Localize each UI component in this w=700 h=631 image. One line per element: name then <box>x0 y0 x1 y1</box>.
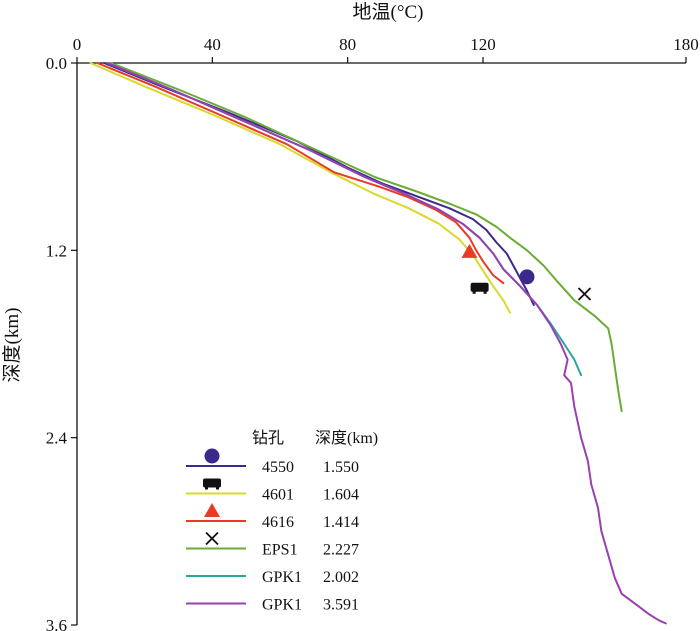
markers-layer <box>461 243 592 301</box>
legend-label: GPK1 <box>262 597 302 614</box>
legend-depth: 2.227 <box>323 542 359 559</box>
marker-4601-wheel-right <box>483 290 487 294</box>
legend-row: GPK1 3.591 <box>186 597 359 614</box>
x-axis: 0 40 80 120 180 <box>73 35 699 64</box>
marker-4601-wheel-left <box>472 290 476 294</box>
y-tick-label: 1.2 <box>46 241 67 260</box>
x-tick-label: 0 <box>73 35 82 54</box>
legend-row: EPS1 2.227 <box>186 531 359 559</box>
marker-4616 <box>461 243 478 258</box>
marker-4550 <box>519 269 535 285</box>
x-tick-label: 40 <box>204 35 221 54</box>
legend-marker <box>205 531 219 546</box>
y-tick-label: 3.6 <box>46 616 67 631</box>
legend-depth: 1.550 <box>323 459 359 476</box>
legend-label: 4550 <box>262 459 294 476</box>
legend-depth: 1.604 <box>323 487 359 504</box>
x-tick-label: 120 <box>470 35 496 54</box>
legend-label: 4616 <box>262 514 294 531</box>
legend-row: GPK1 2.002 <box>186 569 359 586</box>
legend-label: EPS1 <box>262 542 298 559</box>
y-tick-label: 0.0 <box>46 54 67 73</box>
legend-marker-wheel-right <box>216 486 219 490</box>
legend-marker <box>204 503 220 517</box>
series-line-eps1 <box>109 62 623 413</box>
series-line-gpk1 <box>106 62 583 377</box>
legend-marker-stroke-b <box>205 531 219 546</box>
legend-depth: 3.591 <box>323 597 359 614</box>
legend-header-borehole: 钻孔 <box>252 429 284 447</box>
marker-4601 <box>470 282 489 294</box>
legend-row: 4601 1.604 <box>186 478 359 504</box>
legend-marker <box>204 448 220 464</box>
series-line-4601 <box>89 62 512 314</box>
x-tick-label: 180 <box>673 35 699 54</box>
legend-label: GPK1 <box>262 569 302 586</box>
legend-row: 4616 1.414 <box>186 503 359 531</box>
x-axis-title: 地温(°C) <box>353 1 424 23</box>
x-tick-label: 80 <box>339 35 356 54</box>
legend-depth: 2.002 <box>323 569 359 586</box>
series-line-4550 <box>103 62 535 306</box>
legend-marker-wheel-left <box>205 486 208 490</box>
legend-marker-body <box>203 478 221 488</box>
marker-4601-body <box>470 282 489 292</box>
series-layer <box>89 62 667 625</box>
series-line-gpk1 <box>106 62 667 625</box>
legend-row: 4550 1.550 <box>186 448 359 476</box>
legend-label: 4601 <box>262 487 294 504</box>
legend-marker <box>203 478 221 490</box>
marker-eps1-stroke-b <box>577 287 592 301</box>
y-tick-label: 2.4 <box>46 429 68 448</box>
marker-eps1 <box>577 287 592 301</box>
series-line-4616 <box>96 62 505 285</box>
legend-header-depth: 深度(km) <box>315 429 378 447</box>
y-axis: 0.0 1.2 2.4 3.6 <box>46 54 78 631</box>
y-axis-title: 深度(km) <box>1 308 23 383</box>
legend-depth: 1.414 <box>323 514 359 531</box>
